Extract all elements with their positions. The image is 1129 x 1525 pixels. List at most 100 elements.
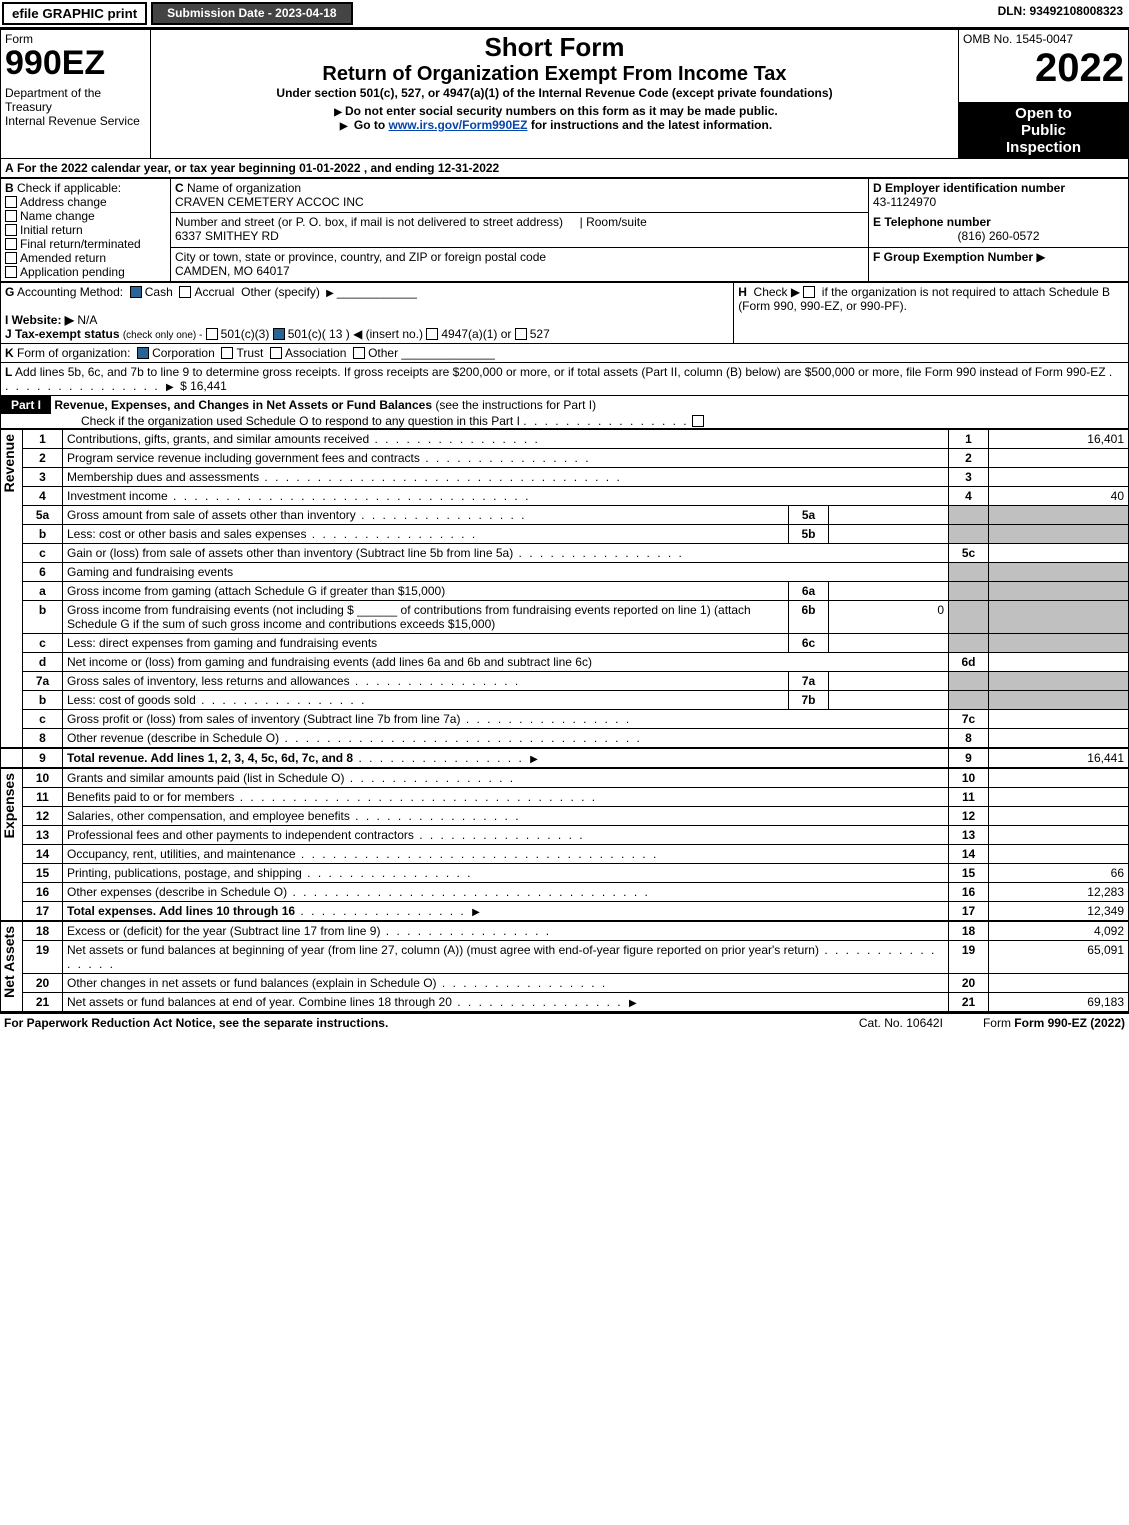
shaded-cell (949, 671, 989, 690)
checkbox-amended-return[interactable] (5, 252, 17, 264)
line-6c-text: Less: direct expenses from gaming and fu… (67, 636, 377, 650)
line-2-rn: 2 (949, 448, 989, 467)
shaded-cell (989, 581, 1129, 600)
line-15-text: Printing, publications, postage, and shi… (67, 866, 302, 880)
line-15-num: 15 (23, 863, 63, 882)
line-8-rn: 8 (949, 728, 989, 748)
shaded-cell (989, 600, 1129, 633)
section-b-label: B (5, 181, 14, 195)
opt-cash: Cash (145, 285, 173, 299)
checkbox-accrual[interactable] (179, 286, 191, 298)
checkbox-501c3[interactable] (206, 328, 218, 340)
line-16-num: 16 (23, 882, 63, 901)
line-18-rn: 18 (949, 921, 989, 941)
line-12-value (989, 806, 1129, 825)
opt-527: 527 (530, 327, 550, 341)
line-6d-value (989, 652, 1129, 671)
line-14-rn: 14 (949, 844, 989, 863)
section-g-label: G (5, 285, 14, 299)
line-5a-mid: 5a (789, 505, 829, 524)
pra-notice: For Paperwork Reduction Act Notice, see … (4, 1016, 819, 1030)
line-8-value (989, 728, 1129, 748)
checkbox-501c[interactable] (273, 328, 285, 340)
line-7b-num: b (23, 690, 63, 709)
section-c-label: C (175, 181, 184, 195)
section-a-text: For the 2022 calendar year, or tax year … (17, 161, 499, 175)
shaded-cell (989, 505, 1129, 524)
checkbox-name-change[interactable] (5, 210, 17, 222)
line-9-num: 9 (23, 748, 63, 768)
checkbox-527[interactable] (515, 328, 527, 340)
line-19-num: 19 (23, 940, 63, 973)
line-7a-mid: 7a (789, 671, 829, 690)
section-j-label: J Tax-exempt status (5, 327, 120, 341)
checkbox-part1-schedule-o[interactable] (692, 415, 704, 427)
line-1-text: Contributions, gifts, grants, and simila… (67, 432, 369, 446)
line-6a-text: Gross income from gaming (attach Schedul… (67, 584, 445, 598)
checkbox-4947a1[interactable] (426, 328, 438, 340)
part1-title-paren: (see the instructions for Part I) (435, 398, 596, 412)
checkbox-corporation[interactable] (137, 347, 149, 359)
dept-label: Department of the Treasury (5, 86, 146, 114)
line-10-value (989, 768, 1129, 788)
line-1-rn: 1 (949, 429, 989, 448)
checkbox-final-return[interactable] (5, 238, 17, 250)
line-7c-rn: 7c (949, 709, 989, 728)
form-code: 990EZ (5, 46, 146, 80)
line-20-value (989, 973, 1129, 992)
checkbox-initial-return[interactable] (5, 224, 17, 236)
revenue-vert-label: Revenue (1, 430, 17, 496)
line-3-text: Membership dues and assessments (67, 470, 259, 484)
opt-application-pending: Application pending (20, 265, 125, 279)
line-13-rn: 13 (949, 825, 989, 844)
line-12-rn: 12 (949, 806, 989, 825)
insert-no-label: ◀ (insert no.) (353, 327, 423, 341)
line-19-rn: 19 (949, 940, 989, 973)
form-ref: Form Form 990-EZ (2022) (983, 1016, 1125, 1030)
efile-print-button[interactable]: efile GRAPHIC print (2, 2, 147, 25)
checkbox-other-org[interactable] (353, 347, 365, 359)
line-7b-mid: 7b (789, 690, 829, 709)
name-of-org-label: Name of organization (187, 181, 301, 195)
line-20-text: Other changes in net assets or fund bala… (67, 976, 437, 990)
top-bar: efile GRAPHIC print Submission Date - 20… (0, 0, 1129, 29)
checkbox-address-change[interactable] (5, 196, 17, 208)
checkbox-trust[interactable] (221, 347, 233, 359)
open-line2: Public (963, 122, 1124, 139)
shaded-cell (949, 690, 989, 709)
city-label: City or town, state or province, country… (175, 250, 546, 264)
footer-row: For Paperwork Reduction Act Notice, see … (0, 1012, 1129, 1032)
line-18-text: Excess or (deficit) for the year (Subtra… (67, 924, 380, 938)
line-11-rn: 11 (949, 787, 989, 806)
line-4-rn: 4 (949, 486, 989, 505)
city-value: CAMDEN, MO 64017 (175, 264, 290, 278)
checkbox-association[interactable] (270, 347, 282, 359)
part1-check-text: Check if the organization used Schedule … (1, 414, 520, 428)
line-18-num: 18 (23, 921, 63, 941)
form-ref-bold: Form 990-EZ (2022) (1014, 1016, 1125, 1030)
line-21-num: 21 (23, 992, 63, 1011)
line-16-rn: 16 (949, 882, 989, 901)
shaded-cell (949, 633, 989, 652)
shaded-cell (989, 671, 1129, 690)
line-6c-num: c (23, 633, 63, 652)
checkbox-h[interactable] (803, 286, 815, 298)
line-7a-num: 7a (23, 671, 63, 690)
checkbox-application-pending[interactable] (5, 266, 17, 278)
under-section-text: Under section 501(c), 527, or 4947(a)(1)… (155, 86, 954, 100)
line-6b-text: Gross income from fundraising events (no… (67, 603, 354, 617)
shaded-cell (989, 524, 1129, 543)
line-1-value: 16,401 (989, 429, 1129, 448)
goto-pre: Go to (354, 118, 389, 132)
section-e-label: E Telephone number (873, 215, 1124, 229)
line-6c-mid: 6c (789, 633, 829, 652)
line-5b-midval (829, 524, 949, 543)
section-l-row: L Add lines 5b, 6c, and 7b to line 9 to … (0, 363, 1129, 396)
line-14-num: 14 (23, 844, 63, 863)
checkbox-cash[interactable] (130, 286, 142, 298)
line-6b-midval: 0 (829, 600, 949, 633)
accounting-method-label: Accounting Method: (17, 285, 123, 299)
line-7c-num: c (23, 709, 63, 728)
irs-link[interactable]: www.irs.gov/Form990EZ (389, 118, 528, 132)
line-17-num: 17 (23, 901, 63, 921)
